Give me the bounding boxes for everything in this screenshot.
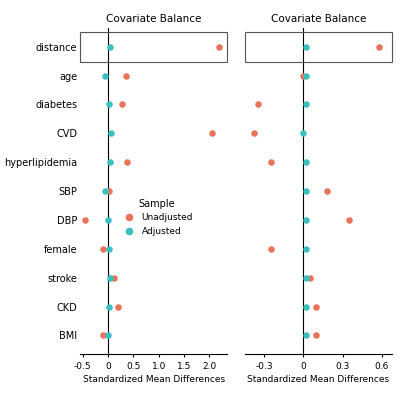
Point <box>82 217 88 223</box>
Point <box>307 275 313 281</box>
Point <box>119 101 125 107</box>
Point <box>106 246 112 252</box>
X-axis label: Standardized Mean Differences: Standardized Mean Differences <box>247 375 390 384</box>
Point <box>303 101 309 107</box>
Point <box>108 130 115 137</box>
Point <box>105 332 112 339</box>
Point <box>303 72 309 79</box>
Point <box>251 130 257 137</box>
Point <box>122 72 129 79</box>
Point <box>107 275 114 281</box>
Title: Covariate Balance: Covariate Balance <box>106 14 201 24</box>
Point <box>346 217 352 223</box>
Point <box>105 217 112 223</box>
Point <box>300 72 307 79</box>
Point <box>303 303 309 310</box>
Point <box>376 43 382 50</box>
Point <box>124 159 130 165</box>
Point <box>111 275 117 281</box>
Point <box>303 332 309 339</box>
Point <box>303 246 309 252</box>
Point <box>300 130 307 137</box>
Point <box>209 130 215 137</box>
Point <box>303 275 309 281</box>
Point <box>102 72 108 79</box>
Point <box>268 246 274 252</box>
Point <box>324 188 330 194</box>
Legend: Unadjusted, Adjusted: Unadjusted, Adjusted <box>120 199 193 236</box>
Point <box>100 246 106 252</box>
Point <box>268 159 274 165</box>
Point <box>303 217 309 223</box>
Title: Covariate Balance: Covariate Balance <box>271 14 366 24</box>
Point <box>106 188 112 194</box>
Bar <box>80 31 227 62</box>
Point <box>107 43 114 50</box>
Point <box>106 303 112 310</box>
Point <box>102 188 108 194</box>
Point <box>255 101 261 107</box>
Point <box>215 43 222 50</box>
Point <box>313 303 320 310</box>
Point <box>313 332 320 339</box>
Point <box>115 303 121 310</box>
X-axis label: Standardized Mean Differences: Standardized Mean Differences <box>82 375 225 384</box>
Point <box>303 159 309 165</box>
Point <box>107 159 114 165</box>
Point <box>106 101 112 107</box>
Point <box>303 43 309 50</box>
Point <box>100 332 106 339</box>
Point <box>303 188 309 194</box>
Bar <box>245 31 392 62</box>
